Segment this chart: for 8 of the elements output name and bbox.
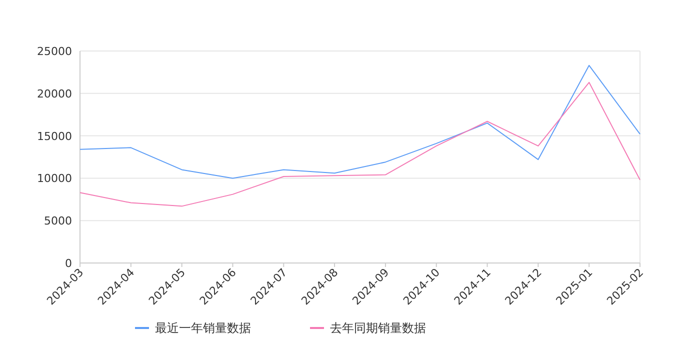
- y-tick-label: 20000: [37, 87, 72, 100]
- legend-label: 最近一年销量数据: [155, 321, 251, 335]
- y-tick-label: 5000: [44, 214, 72, 228]
- y-tick-label: 15000: [37, 130, 72, 143]
- y-tick-label: 25000: [37, 45, 72, 58]
- legend-label: 去年同期销量数据: [330, 321, 426, 335]
- y-tick-label: 0: [65, 257, 72, 270]
- y-tick-label: 10000: [37, 172, 72, 186]
